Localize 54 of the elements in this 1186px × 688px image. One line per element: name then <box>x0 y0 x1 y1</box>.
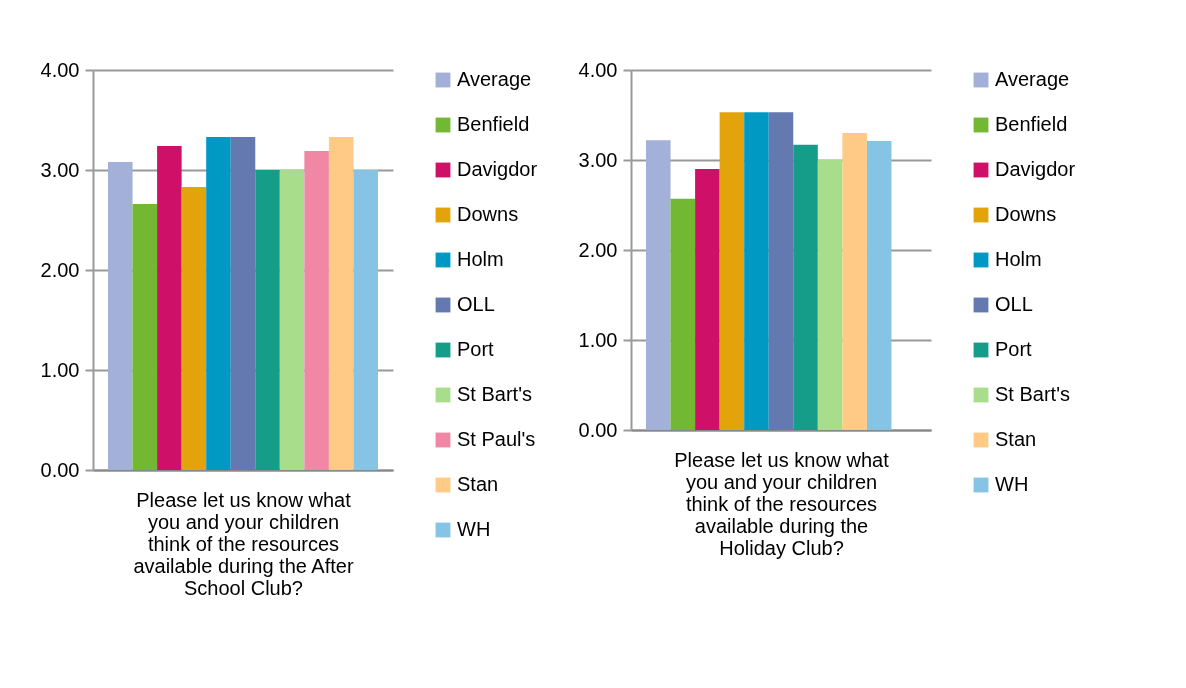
legend-label: Average <box>995 68 1070 90</box>
bar <box>108 162 133 470</box>
bar <box>768 112 794 430</box>
bar <box>646 140 671 430</box>
y-tick-label: 0.00 <box>578 418 618 441</box>
y-tick-label: 1.00 <box>578 328 618 351</box>
bar <box>181 187 207 470</box>
bar <box>304 151 329 470</box>
bar <box>230 137 256 470</box>
x-axis-title: Please let us know what you and your children think of the resources available during the After School Club? <box>133 488 354 599</box>
y-tick-label: 4.00 <box>578 58 618 81</box>
legend-label: OLL <box>995 293 1033 315</box>
legend-label: Downs <box>995 203 1057 225</box>
legend-label: Downs <box>457 203 519 225</box>
y-tick-label: 2.00 <box>578 238 618 261</box>
bar <box>793 144 818 430</box>
y-tick-label: 3.00 <box>40 158 80 181</box>
y-tick-label: 2.00 <box>40 258 80 281</box>
bar <box>695 169 720 430</box>
legend-label: OLL <box>457 293 495 315</box>
legend-label: Average <box>457 68 532 90</box>
legend-label: Port <box>995 338 1033 360</box>
legend-label: WH <box>457 518 491 540</box>
legend-label: St Bart's <box>995 383 1070 405</box>
legend-label: WH <box>995 473 1029 495</box>
bar <box>279 170 305 470</box>
legend-label: Stan <box>457 473 499 495</box>
bar <box>328 137 354 470</box>
y-tick-label: 4.00 <box>40 58 80 81</box>
bar <box>817 160 843 430</box>
bar <box>255 170 280 470</box>
legend-label: Port <box>457 338 495 360</box>
legend-label: St Bart's <box>457 383 532 405</box>
bar <box>670 198 696 430</box>
bar <box>132 204 158 470</box>
bar <box>157 146 182 470</box>
y-tick-label: 0.00 <box>40 458 80 481</box>
bar <box>206 137 231 470</box>
legend-label: Holm <box>457 248 504 270</box>
x-axis-title: Please let us know what you and your children think of the resources available during the Holiday Club? <box>674 448 890 559</box>
bar <box>866 141 892 430</box>
y-tick-label: 3.00 <box>578 148 618 171</box>
bar <box>744 112 769 430</box>
legend-label: Benfield <box>995 113 1068 135</box>
legend-label: Benfield <box>457 113 530 135</box>
legend-label: Holm <box>995 248 1042 270</box>
legend-label: St Paul's <box>457 428 536 450</box>
bar <box>842 133 867 430</box>
legend-label: Stan <box>995 428 1037 450</box>
legend-label: Davigdor <box>457 158 538 180</box>
bar <box>719 112 745 430</box>
y-tick-label: 1.00 <box>40 358 80 381</box>
legend-label: Davigdor <box>995 158 1076 180</box>
bar <box>353 170 378 470</box>
